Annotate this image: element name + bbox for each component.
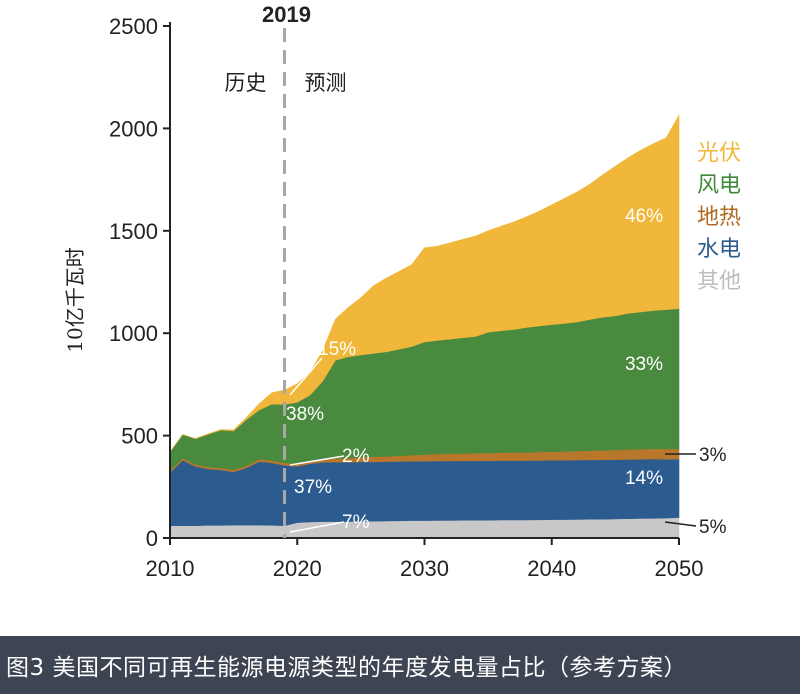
y-tick-label: 2000 (109, 116, 158, 141)
legend-entry: 光伏 (697, 141, 741, 166)
axes: 0 500 1000 1500 2000 2500 2010 2020 2030 2040 2050… (63, 14, 703, 581)
divider-year-label: 2019 (262, 2, 311, 27)
share-labels: 15% 38% 2% 37% 7% 46% 33% 3% 14% 5% (286, 206, 727, 538)
x-tick-label: 2040 (527, 556, 576, 581)
share-label-2050: 14% (625, 468, 663, 489)
share-leader-2050 (664, 521, 697, 527)
history-label: 历史 (225, 71, 267, 95)
stacked-areas (169, 113, 680, 539)
share-label-2019: 2% (342, 446, 370, 467)
legend-entry: 地热 (697, 205, 741, 230)
share-label-2019: 7% (342, 512, 370, 533)
forecast-divider: 2019 历史 预测 (225, 2, 347, 538)
y-axis-title: 10亿千瓦时 (63, 247, 87, 352)
chart: 0 500 1000 1500 2000 2500 2010 2020 2030 2040 2050… (63, 2, 741, 581)
forecast-label: 预测 (305, 71, 347, 95)
y-tick-label: 2500 (109, 14, 158, 39)
area-series-1 (169, 458, 680, 527)
y-tick-label: 0 (146, 526, 158, 551)
legend-entry: 其他 (697, 269, 741, 294)
share-leader-2019 (289, 357, 323, 396)
x-tick-label: 2030 (400, 556, 449, 581)
y-tick-label: 1500 (109, 219, 158, 244)
figure-caption: 图3 美国不同可再生能源电源类型的年度发电量占比（参考方案） (0, 636, 800, 694)
legend-entry: 水电 (697, 237, 741, 262)
share-label-2050: 3% (699, 445, 727, 466)
share-label-2019: 37% (294, 477, 332, 498)
share-label-2050: 5% (699, 517, 727, 538)
share-label-2050: 33% (625, 354, 663, 375)
y-tick-label: 500 (121, 424, 158, 449)
x-tick-label: 2050 (655, 556, 704, 581)
x-tick-label: 2010 (146, 556, 195, 581)
share-leader-2019 (289, 455, 345, 466)
area-series-4 (169, 113, 680, 453)
share-leader-2019 (289, 521, 345, 533)
y-tick-label: 1000 (109, 321, 158, 346)
share-label-2019: 38% (286, 404, 324, 425)
share-label-2050: 46% (625, 206, 663, 227)
share-label-2019: 15% (318, 339, 356, 360)
legend-entry: 风电 (697, 173, 741, 198)
x-tick-label: 2020 (273, 556, 322, 581)
